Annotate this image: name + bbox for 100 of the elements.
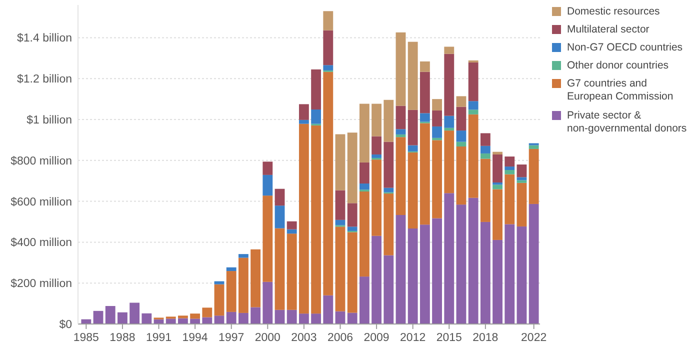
bar — [347, 232, 358, 313]
bar — [311, 69, 322, 110]
x-tick-label: 1997 — [218, 332, 244, 344]
bar — [359, 191, 370, 277]
bar — [432, 218, 442, 324]
bar — [298, 314, 309, 324]
bar — [214, 284, 224, 316]
bar — [516, 177, 527, 180]
bar — [238, 254, 248, 258]
bar — [384, 142, 394, 188]
bar — [298, 104, 309, 120]
bar — [444, 193, 454, 324]
bar — [480, 153, 490, 159]
bar — [492, 189, 502, 240]
bar — [311, 125, 322, 314]
bar — [335, 226, 346, 312]
bar — [323, 11, 334, 30]
x-tick-label: 2018 — [472, 332, 498, 344]
bar — [396, 134, 406, 138]
bar — [323, 295, 334, 324]
y-tick-label: $0 — [59, 319, 72, 332]
bar — [250, 249, 261, 308]
bar — [202, 308, 212, 318]
bar — [238, 312, 248, 324]
bar — [504, 166, 515, 170]
x-tick-label: 2003 — [291, 332, 317, 344]
bar — [142, 313, 152, 324]
bar — [311, 314, 322, 324]
bar — [372, 160, 382, 236]
bar — [396, 106, 406, 130]
legend-label: Non-G7 OECD countries — [567, 42, 683, 54]
bar — [444, 130, 454, 194]
bar — [480, 222, 490, 324]
bar — [384, 255, 394, 324]
bar — [372, 104, 382, 136]
legend-label: G7 countries and European Commission — [567, 78, 674, 102]
bar — [516, 182, 527, 226]
y-tick-label: $1.4 billion — [17, 32, 72, 45]
bar — [420, 123, 430, 225]
x-tick-label: 2022 — [521, 332, 547, 344]
bar — [408, 110, 418, 146]
bar — [335, 220, 346, 226]
bar — [468, 114, 478, 198]
bar — [262, 282, 273, 324]
bar — [468, 62, 478, 102]
bar — [420, 113, 430, 122]
bar — [347, 132, 358, 204]
bar — [468, 110, 478, 114]
legend-label: Multilateral sector — [567, 24, 650, 36]
bar — [190, 318, 200, 324]
bar — [420, 72, 430, 114]
bar — [408, 42, 418, 110]
bar — [492, 184, 502, 190]
bar — [516, 226, 527, 324]
bar — [456, 96, 466, 107]
bar — [396, 215, 406, 324]
bar — [335, 134, 346, 190]
bar — [335, 311, 346, 324]
bar — [468, 101, 478, 110]
bar — [456, 142, 466, 147]
bar — [408, 145, 418, 152]
bar — [432, 138, 442, 140]
bar — [480, 146, 490, 154]
x-tick-label: 2009 — [364, 332, 390, 344]
x-tick-label: 2015 — [436, 332, 462, 344]
bar — [286, 234, 297, 310]
bar — [335, 190, 346, 220]
bar — [286, 310, 297, 324]
bar — [408, 152, 418, 229]
bar — [130, 302, 140, 324]
bar — [504, 156, 515, 167]
bar — [372, 236, 382, 324]
bar — [468, 198, 478, 324]
bar — [286, 229, 297, 234]
bar — [456, 130, 466, 142]
x-tick-label: 2012 — [400, 332, 426, 344]
bar — [420, 224, 430, 324]
bar — [298, 120, 309, 124]
bar — [274, 228, 285, 310]
bar — [226, 312, 236, 324]
bar — [444, 116, 454, 128]
bar — [396, 32, 406, 106]
bar — [298, 124, 309, 314]
bar — [408, 228, 418, 324]
bar — [274, 310, 285, 324]
bar — [492, 152, 502, 154]
bar — [262, 174, 273, 196]
bar — [456, 204, 466, 324]
bar — [384, 194, 394, 256]
bar — [420, 61, 430, 72]
bar — [359, 104, 370, 162]
bar — [456, 106, 466, 131]
bar — [372, 154, 382, 158]
bar — [359, 184, 370, 190]
bar — [347, 312, 358, 324]
y-tick-label: $400 million — [10, 237, 72, 250]
bar — [456, 146, 466, 205]
legend-label: Private sector & non-governmental donors — [567, 110, 687, 134]
bar — [226, 271, 236, 312]
bar — [323, 65, 334, 70]
